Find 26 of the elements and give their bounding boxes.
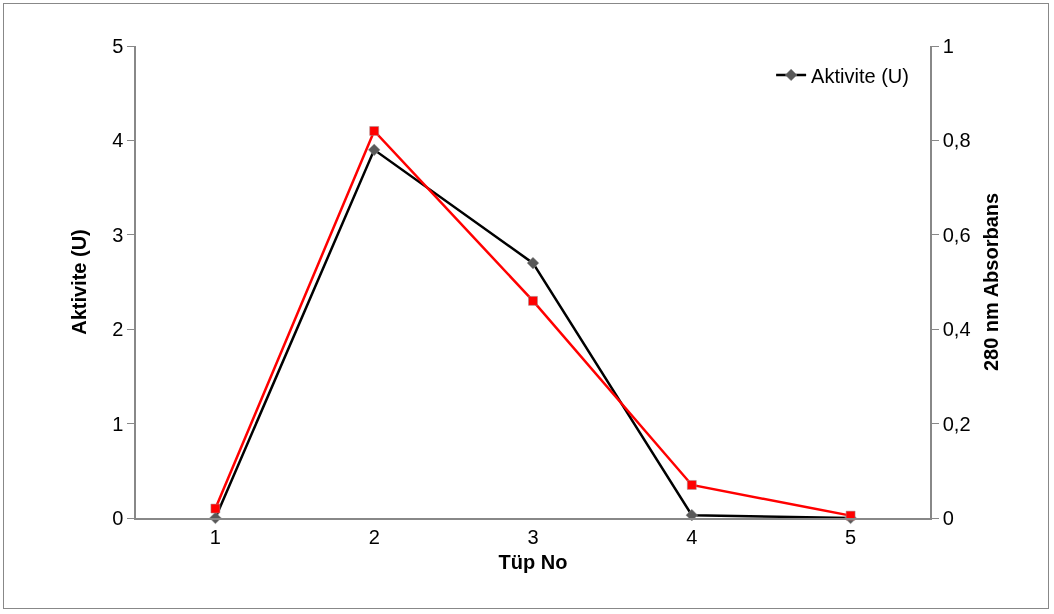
point bbox=[210, 503, 221, 514]
y-tick-label: 1 bbox=[112, 412, 124, 435]
y-tick-label: 0 bbox=[112, 507, 124, 529]
legend-label: Aktivite (U) bbox=[811, 64, 909, 87]
point bbox=[845, 510, 856, 521]
x-axis-title: Tüp No bbox=[498, 550, 568, 573]
y2-tick-label: 0 bbox=[942, 507, 954, 529]
y2-axis-title: 280 nm Absorbans bbox=[979, 192, 1002, 372]
y2-tick-label: 0,6 bbox=[942, 223, 971, 246]
x-tick-label: 2 bbox=[368, 525, 380, 548]
x-tick-label: 4 bbox=[686, 525, 698, 548]
y-tick-label: 4 bbox=[112, 129, 124, 152]
point bbox=[687, 480, 697, 490]
y2-tick-label: 1 bbox=[942, 35, 954, 57]
y-tick-label: 3 bbox=[112, 223, 124, 246]
y-tick-label: 2 bbox=[112, 318, 124, 341]
point bbox=[528, 296, 538, 306]
x-tick-label: 3 bbox=[527, 525, 539, 548]
y-tick-label: 5 bbox=[112, 35, 124, 57]
y2-tick-label: 0,4 bbox=[942, 318, 971, 341]
point bbox=[369, 126, 379, 136]
y2-tick-label: 0,8 bbox=[942, 129, 971, 152]
y2-tick-label: 0,2 bbox=[942, 412, 971, 435]
x-tick-label: 5 bbox=[845, 525, 857, 548]
y-axis-title: Aktivite (U) bbox=[68, 229, 91, 335]
x-tick-label: 1 bbox=[209, 525, 221, 548]
